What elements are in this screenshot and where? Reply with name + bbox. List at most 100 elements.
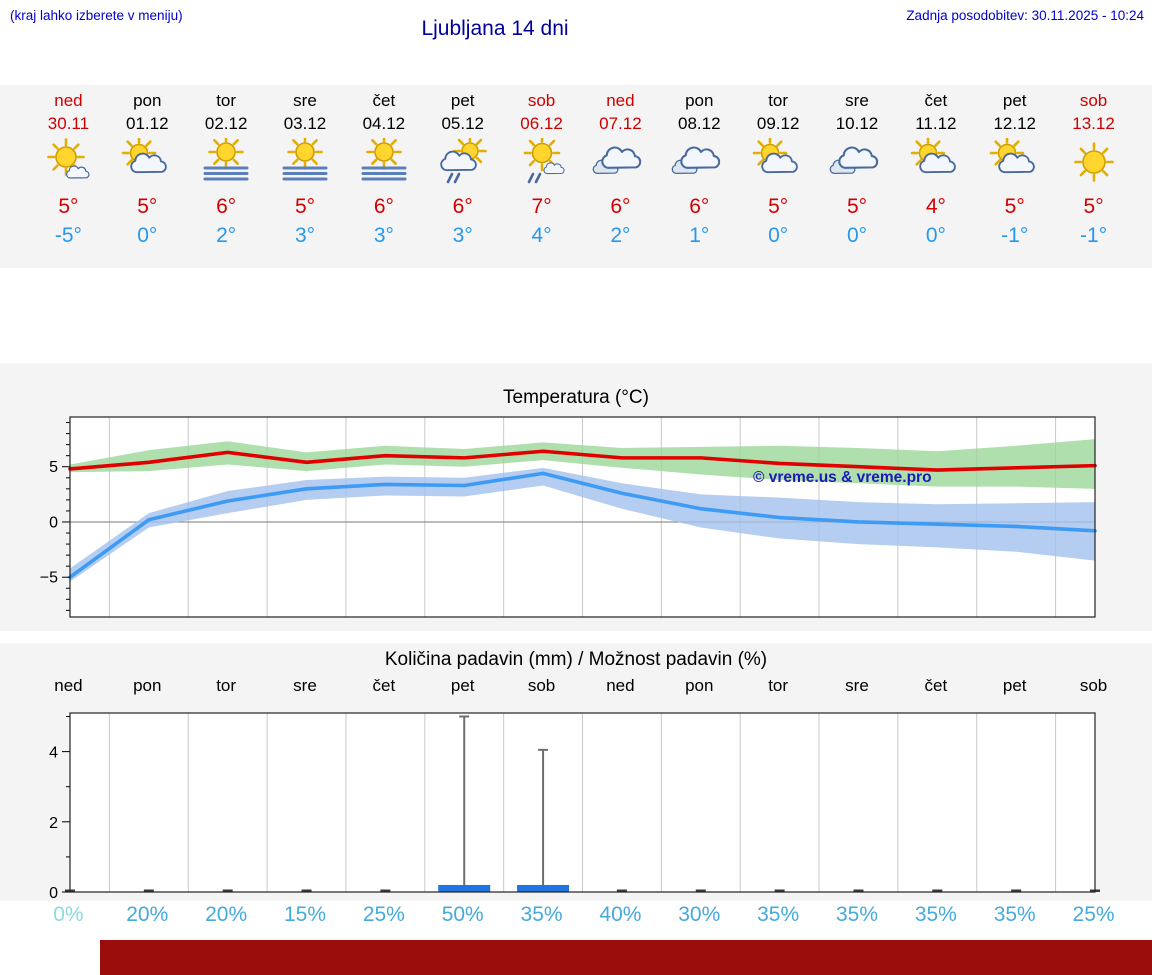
- day-tmin: 0°: [768, 224, 789, 247]
- precip-day-label: sob: [1079, 676, 1108, 695]
- cloud-sun-icon: [980, 138, 1050, 186]
- day-date: 02.12: [204, 114, 248, 133]
- day-tmax: 6°: [452, 195, 473, 218]
- day-date: 03.12: [283, 114, 327, 133]
- day-tmin: 1°: [689, 224, 710, 247]
- precipitation-chart: 0 2 4: [49, 712, 1100, 902]
- cloudy-icon: [664, 138, 734, 186]
- day-tmax: 5°: [846, 195, 868, 218]
- precipitation-section: Količina padavin (mm) / Možnost padavin …: [0, 643, 1152, 902]
- min-temp-line: [68, 471, 1097, 580]
- day-tmax: 5°: [1083, 195, 1104, 218]
- day-name: tor: [768, 91, 789, 110]
- footer-bar: [100, 940, 1152, 975]
- precip-probability: 35%: [993, 903, 1036, 926]
- day-tmin: 4°: [531, 224, 552, 247]
- precip-day-label: pon: [133, 676, 162, 695]
- precip-day-label: tor: [216, 676, 237, 695]
- watermark-link[interactable]: © vreme.us & vreme.pro: [753, 469, 932, 486]
- precip-probability: 50%: [441, 903, 484, 926]
- svg-text:0: 0: [49, 885, 58, 902]
- forecast-strip: ned 30.11 5° -5° pon 01.12 5° 0° tor 02.…: [0, 85, 1152, 268]
- precip-day-label: sob: [527, 676, 556, 695]
- page-title: Ljubljana 14 dni: [421, 17, 569, 40]
- last-updated: Zadnja posodobitev: 30.11.2025 - 10:24: [906, 8, 1144, 23]
- precip-probability-row: 0% 20% 20% 15% 25% 50% 35% 40% 30% 35% 35% 35% 35% 25…: [29, 903, 1133, 927]
- day-date: 07.12: [599, 114, 642, 133]
- day-tmin: 3°: [373, 224, 394, 247]
- precip-bar: [438, 884, 491, 892]
- svg-text:2: 2: [49, 815, 58, 832]
- precip-day-label: čet: [372, 676, 396, 695]
- cloudy-icon: [585, 138, 655, 186]
- min-temp-range-band: [70, 467, 1095, 582]
- fog-sun-icon: [349, 138, 419, 186]
- precip-day-label: tor: [768, 676, 789, 695]
- day-name: sob: [1079, 91, 1108, 110]
- day-date: 10.12: [835, 114, 879, 133]
- temperature-chart-title: Temperatura (°C): [503, 387, 649, 408]
- sun-cloud-rain-icon: [428, 138, 498, 186]
- precipitation-chart-title: Količina padavin (mm) / Možnost padavin …: [384, 649, 768, 670]
- cloud-sun-icon: [901, 138, 971, 186]
- cloud-sun-icon: [112, 138, 182, 186]
- day-name: pon: [685, 91, 714, 110]
- precip-probability: 35%: [914, 903, 957, 926]
- svg-text:0: 0: [49, 514, 58, 531]
- precip-probability: 35%: [757, 903, 800, 926]
- day-tmax: 4°: [925, 195, 946, 218]
- day-date: 04.12: [362, 114, 406, 133]
- day-tmax: 6°: [216, 195, 237, 218]
- forecast-day: čet 04.12 6° 3°: [344, 85, 423, 268]
- day-tmin: 2°: [610, 224, 631, 247]
- day-name: pet: [1002, 91, 1027, 110]
- day-tmin: 2°: [216, 224, 237, 247]
- day-tmin: 3°: [452, 224, 473, 247]
- precip-zero-mark: [222, 889, 233, 892]
- precip-day-label: sre: [293, 676, 317, 695]
- menu-hint: (kraj lahko izberete v meniju): [10, 8, 183, 23]
- day-date: 11.12: [915, 114, 957, 133]
- precip-day-label: ned: [606, 676, 635, 695]
- forecast-day: pet 05.12 6° 3°: [423, 85, 502, 268]
- precip-probability: 30%: [678, 903, 721, 926]
- day-date: 05.12: [441, 114, 484, 133]
- day-tmax: 7°: [531, 195, 552, 218]
- day-tmax: 5°: [294, 195, 316, 218]
- precip-zero-mark: [853, 889, 864, 892]
- precip-zero-mark: [774, 889, 785, 892]
- day-name: tor: [216, 91, 237, 110]
- day-tmin: 0°: [925, 224, 946, 247]
- fog-sun-icon: [191, 138, 261, 186]
- forecast-day: tor 09.12 5° 0°: [739, 85, 818, 268]
- precip-probability: 20%: [126, 903, 169, 926]
- precip-probability: 40%: [599, 903, 642, 926]
- day-tmin: -1°: [1001, 224, 1029, 247]
- precip-day-label: pet: [1002, 676, 1027, 695]
- precip-zero-mark: [301, 889, 312, 892]
- precip-day-labels: ned pon tor sre čet pet sob ned pon tor sre čet pet s…: [29, 676, 1133, 696]
- precip-probability: 25%: [362, 903, 405, 926]
- precip-probability: 20%: [205, 903, 248, 926]
- day-name: pon: [133, 91, 162, 110]
- day-date: 01.12: [126, 114, 169, 133]
- svg-text:5: 5: [49, 459, 58, 476]
- svg-text:−5: −5: [40, 570, 58, 587]
- forecast-day: pon 08.12 6° 1°: [660, 85, 739, 268]
- precip-zero-mark: [932, 889, 943, 892]
- sun-rain-icon: [507, 138, 577, 186]
- sunny-icon: [1059, 138, 1129, 186]
- cloud-sun-icon: [743, 138, 813, 186]
- cloudy-icon: [822, 138, 892, 186]
- day-name: sre: [845, 91, 869, 110]
- sun-small-cloud-icon: [33, 138, 103, 186]
- precip-probability: 25%: [1072, 903, 1115, 926]
- precip-probability: 0%: [53, 903, 84, 926]
- day-tmin: -5°: [54, 224, 82, 247]
- day-name: pet: [450, 91, 475, 110]
- forecast-day: sre 03.12 5° 3°: [266, 85, 345, 268]
- precip-bar: [517, 884, 570, 892]
- day-tmin: 3°: [294, 224, 316, 247]
- forecast-day: sre 10.12 5° 0°: [818, 85, 897, 268]
- day-name: čet: [924, 91, 948, 110]
